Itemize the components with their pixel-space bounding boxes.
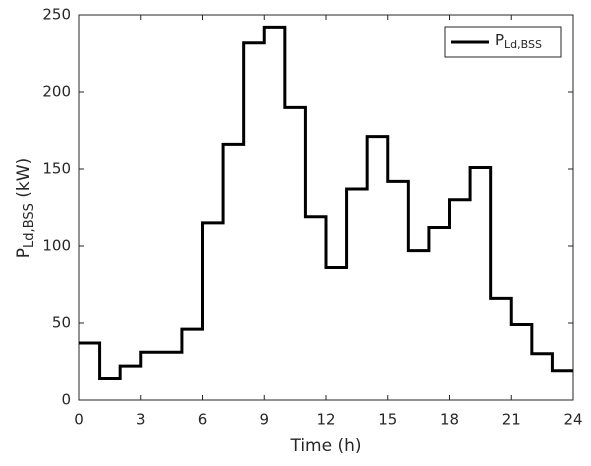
x-tick-label: 24 <box>563 411 582 429</box>
x-axis-label: Time (h) <box>289 436 361 456</box>
y-tick-label: 100 <box>42 237 71 255</box>
x-tick-label: 15 <box>378 411 397 429</box>
y-label-sub: Ld,BSS <box>22 203 37 248</box>
x-tick-label: 18 <box>440 411 459 429</box>
legend-main: P <box>495 31 504 49</box>
y-tick-label: 0 <box>61 391 71 409</box>
stair-line <box>79 25 573 380</box>
x-tick-label: 0 <box>74 411 84 429</box>
x-tick-label: 3 <box>136 411 146 429</box>
y-tick-label: 50 <box>52 314 71 332</box>
legend-sub: Ld,BSS <box>504 38 542 51</box>
x-tick-label: 21 <box>502 411 521 429</box>
y-tick-label: 200 <box>42 83 71 101</box>
y-label-unit: (kW) <box>14 158 34 203</box>
y-tick-label: 250 <box>42 6 71 24</box>
y-tick-label: 150 <box>42 160 71 178</box>
plot-area <box>78 14 574 401</box>
x-tick-label: 9 <box>259 411 269 429</box>
y-axis-label: PLd,BSS (kW) <box>14 158 37 258</box>
legend-label: PLd,BSS <box>495 31 542 52</box>
x-tick-label: 12 <box>316 411 335 429</box>
x-tick-label: 6 <box>198 411 208 429</box>
y-label-main: P <box>14 248 34 258</box>
